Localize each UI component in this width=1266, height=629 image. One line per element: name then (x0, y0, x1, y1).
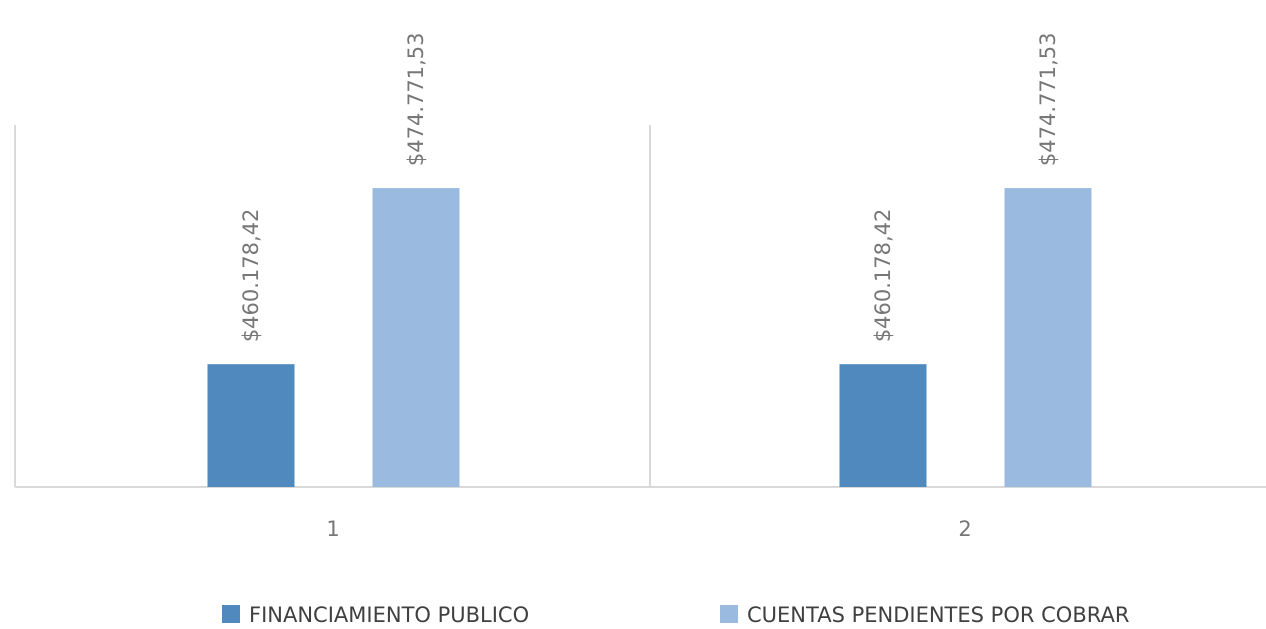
legend: FINANCIAMIENTO PUBLICO CUENTAS PENDIENTES… (222, 603, 1129, 627)
data-label: $474.771,53 (1036, 32, 1060, 166)
legend-swatch (222, 605, 240, 623)
x-tick-label: 2 (958, 517, 971, 541)
data-label: $460.178,42 (871, 209, 895, 343)
data-label: $474.771,53 (404, 32, 428, 166)
bar (372, 188, 460, 487)
legend-label: CUENTAS PENDIENTES POR COBRAR (747, 603, 1129, 627)
bar (839, 364, 927, 487)
data-label: $460.178,42 (239, 209, 263, 343)
legend-label: FINANCIAMIENTO PUBLICO (249, 603, 529, 627)
bar (1004, 188, 1092, 487)
bar (207, 364, 295, 487)
legend-swatch (720, 605, 738, 623)
x-tick-label: 1 (326, 517, 339, 541)
